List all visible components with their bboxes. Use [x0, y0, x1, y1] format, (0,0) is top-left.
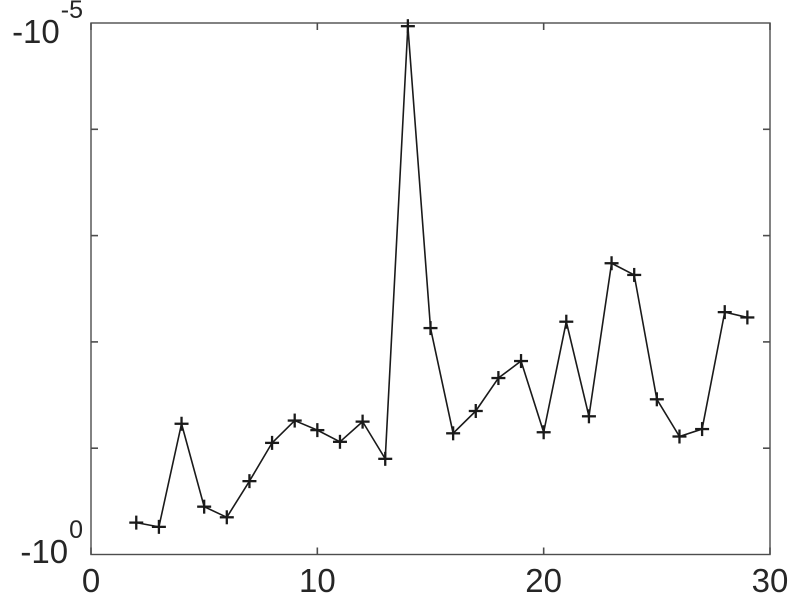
y-tick-top-exponent: -5	[60, 0, 83, 24]
axis-ticks	[90, 23, 771, 555]
x-tick-label-20: 20	[525, 562, 563, 599]
y-tick-bottom-exponent: 0	[69, 516, 83, 544]
y-tick-label-top: -10-5	[0, 0, 83, 50]
x-tick-label-30: 30	[751, 562, 789, 599]
y-tick-top-base: -10	[12, 13, 60, 50]
y-tick-label-bottom: -100	[0, 518, 83, 570]
x-tick-label-0: 0	[81, 562, 101, 599]
y-tick-bottom-base: -10	[20, 533, 69, 570]
axes-box	[90, 22, 771, 556]
data-markers	[129, 19, 755, 534]
x-tick-label-10: 10	[298, 562, 336, 599]
data-line	[136, 25, 748, 528]
